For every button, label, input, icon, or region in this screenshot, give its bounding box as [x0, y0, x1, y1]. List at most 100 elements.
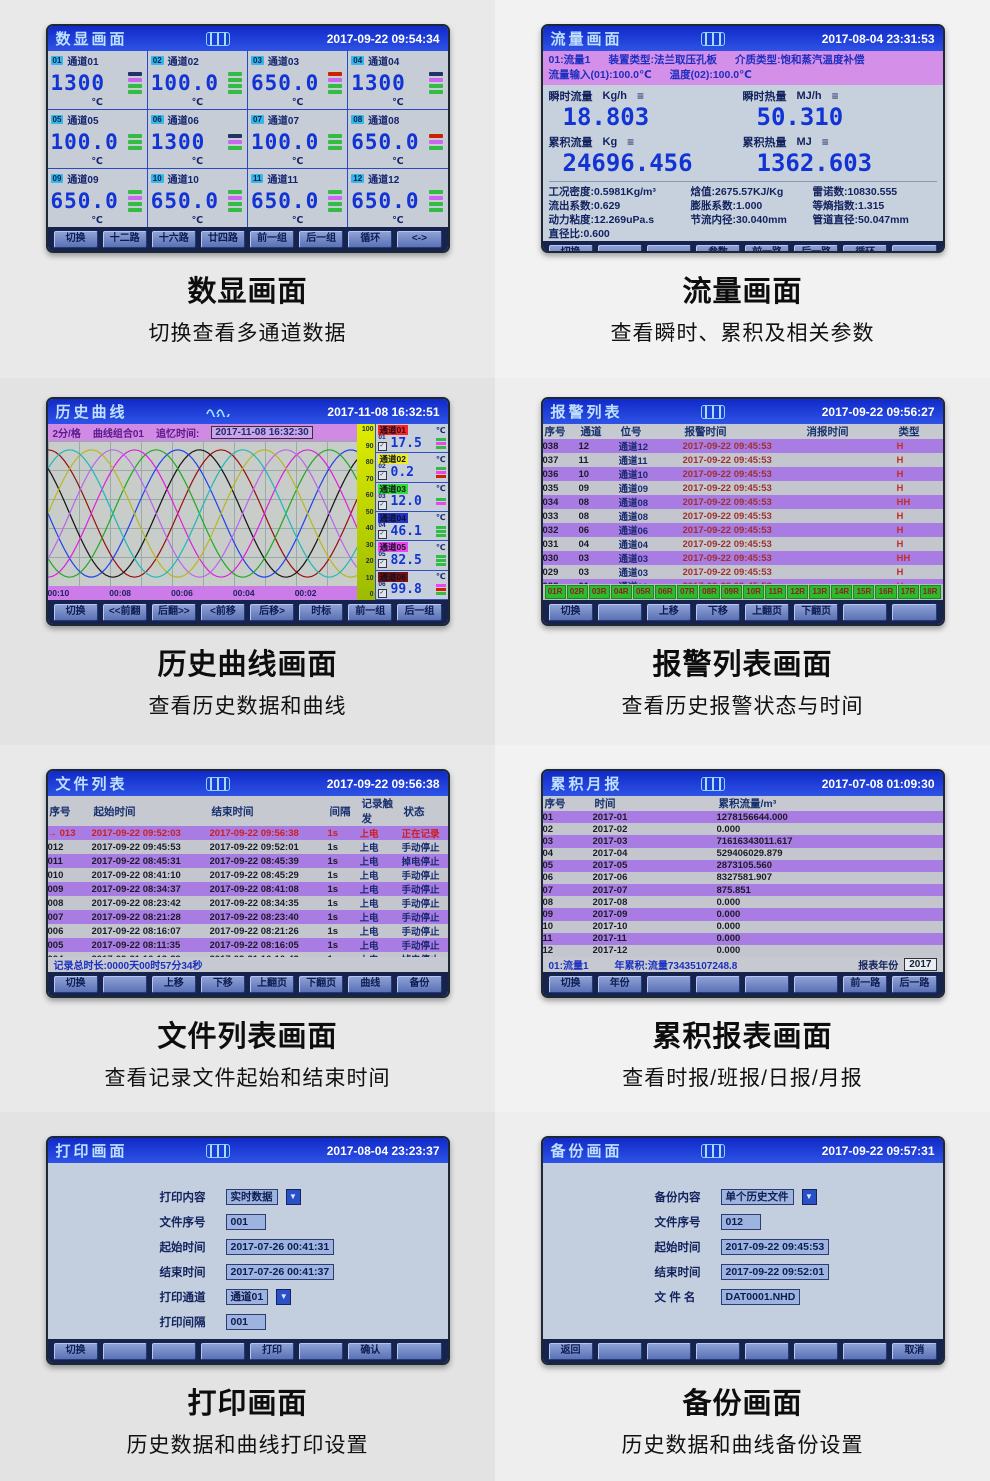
soft-key[interactable]: 下移 [695, 603, 740, 621]
channel-checkbox[interactable]: ✓ [377, 530, 387, 540]
soft-key[interactable] [794, 975, 839, 993]
soft-key[interactable] [646, 244, 691, 251]
recall-time-input[interactable]: 2017-11-08 16:32:30 [211, 426, 313, 439]
soft-key[interactable]: <-> [397, 230, 442, 248]
table-row[interactable]: 006 2017-09-22 08:16:07 2017-09-22 08:21… [47, 924, 448, 938]
soft-key[interactable]: 返回 [548, 1342, 593, 1360]
soft-key[interactable] [646, 975, 691, 993]
soft-key[interactable]: 后一组 [299, 230, 344, 248]
soft-key[interactable]: 前一路 [745, 244, 790, 251]
field-input[interactable]: 2017-09-22 09:45:53 [720, 1239, 830, 1255]
dropdown-arrow-icon[interactable]: ▼ [276, 1289, 292, 1305]
table-row[interactable]: 009 2017-09-22 08:34:37 2017-09-22 08:41… [47, 882, 448, 896]
soft-key[interactable]: 切换 [548, 244, 593, 251]
soft-key[interactable]: 年份 [597, 975, 642, 993]
soft-key[interactable] [745, 1342, 790, 1360]
soft-key[interactable] [794, 1342, 839, 1360]
soft-key[interactable] [299, 1342, 344, 1360]
soft-key[interactable]: 上移 [151, 975, 196, 993]
soft-key[interactable]: 切换 [53, 603, 98, 621]
soft-key[interactable] [695, 1342, 740, 1360]
soft-key[interactable] [597, 603, 642, 621]
field-input[interactable]: 单个历史文件 [720, 1189, 794, 1205]
soft-key[interactable]: <<前翻 [102, 603, 147, 621]
field-input[interactable]: 2017-07-26 00:41:31 [225, 1239, 335, 1255]
soft-key[interactable] [597, 1342, 642, 1360]
field-input[interactable]: 2017-07-26 00:41:37 [225, 1264, 335, 1280]
channel-checkbox[interactable]: ✓ [377, 442, 387, 452]
field-input[interactable]: 2017-09-22 09:52:01 [720, 1264, 830, 1280]
channel-checkbox[interactable]: ✓ [377, 559, 387, 569]
soft-key[interactable]: 上翻页 [250, 975, 295, 993]
soft-key[interactable]: 后一路 [892, 975, 937, 993]
soft-key[interactable]: 打印 [250, 1342, 295, 1360]
dropdown-arrow-icon[interactable]: ▼ [801, 1189, 817, 1205]
table-row: 10 2017-10 0.000 [542, 920, 943, 933]
field-input[interactable]: 通道01 [225, 1289, 269, 1305]
table-row[interactable]: → 013 2017-09-22 09:52:03 2017-09-22 09:… [47, 826, 448, 840]
table-row[interactable]: 010 2017-09-22 08:41:10 2017-09-22 08:45… [47, 868, 448, 882]
field-input[interactable]: 001 [225, 1214, 266, 1230]
table-row[interactable]: 011 2017-09-22 08:45:31 2017-09-22 08:45… [47, 854, 448, 868]
soft-key[interactable]: 参数 [695, 244, 740, 251]
soft-key[interactable]: 备份 [397, 975, 442, 993]
channel-checkbox[interactable]: ✓ [377, 471, 387, 481]
channel-checkbox[interactable]: ✓ [377, 588, 387, 598]
soft-key[interactable] [597, 244, 642, 251]
soft-key[interactable]: 切换 [548, 975, 593, 993]
soft-key[interactable]: 上翻页 [745, 603, 790, 621]
soft-key[interactable] [102, 975, 147, 993]
soft-key[interactable] [695, 975, 740, 993]
table-row[interactable]: 007 2017-09-22 08:21:28 2017-09-22 08:23… [47, 910, 448, 924]
month-seq: 09 [542, 908, 554, 920]
soft-key[interactable] [397, 1342, 442, 1360]
soft-key[interactable]: 确认 [348, 1342, 393, 1360]
soft-key[interactable] [843, 1342, 888, 1360]
soft-key[interactable] [200, 1342, 245, 1360]
report-year-input[interactable]: 2017 [904, 958, 937, 971]
soft-key[interactable] [102, 1342, 147, 1360]
soft-key[interactable] [151, 1342, 196, 1360]
soft-key[interactable]: 下翻页 [794, 603, 839, 621]
field-input[interactable]: 001 [225, 1314, 266, 1330]
soft-key[interactable]: 后一路 [794, 244, 839, 251]
soft-key[interactable]: 切换 [53, 975, 98, 993]
soft-key[interactable]: 取消 [892, 1342, 937, 1360]
soft-key[interactable]: 上移 [646, 603, 691, 621]
soft-key[interactable]: 循环 [348, 230, 393, 248]
soft-key[interactable]: 廿四路 [200, 230, 245, 248]
soft-key[interactable]: 时标 [299, 603, 344, 621]
soft-key[interactable]: 后翻>> [151, 603, 196, 621]
soft-key[interactable] [745, 975, 790, 993]
soft-key[interactable]: 切换 [548, 603, 593, 621]
table-row[interactable]: 012 2017-09-22 09:45:53 2017-09-22 09:52… [47, 840, 448, 854]
soft-key[interactable] [892, 244, 937, 251]
soft-key[interactable]: <前移 [200, 603, 245, 621]
soft-key[interactable]: 下移 [200, 975, 245, 993]
channel-checkbox[interactable]: ✓ [377, 500, 387, 510]
field-input[interactable]: DAT0001.NHD [720, 1289, 801, 1305]
soft-key[interactable]: 切换 [53, 230, 98, 248]
soft-key[interactable]: 前一路 [843, 975, 888, 993]
soft-key[interactable]: 循环 [843, 244, 888, 251]
field-input[interactable]: 实时数据 [225, 1189, 278, 1205]
soft-key[interactable]: 下翻页 [299, 975, 344, 993]
soft-key[interactable] [892, 603, 937, 621]
field-input[interactable]: 012 [720, 1214, 761, 1230]
dropdown-arrow-icon[interactable]: ▼ [285, 1189, 301, 1205]
soft-key[interactable]: 十二路 [102, 230, 147, 248]
file-status: 手动停止 [401, 843, 440, 854]
soft-key[interactable]: 后移> [250, 603, 295, 621]
table-row[interactable]: 008 2017-09-22 08:23:42 2017-09-22 08:34… [47, 896, 448, 910]
soft-key[interactable]: 后一组 [397, 603, 442, 621]
soft-key[interactable] [843, 603, 888, 621]
soft-key[interactable]: 前一组 [250, 230, 295, 248]
soft-key[interactable]: 切换 [53, 1342, 98, 1360]
soft-key[interactable]: 十六路 [151, 230, 196, 248]
soft-key[interactable] [646, 1342, 691, 1360]
curve-plot[interactable] [47, 441, 357, 586]
soft-key[interactable]: 曲线 [348, 975, 393, 993]
table-row[interactable]: 005 2017-09-22 08:11:35 2017-09-22 08:16… [47, 938, 448, 952]
table-row: 08 2017-08 0.000 [542, 896, 943, 909]
soft-key[interactable]: 前一组 [348, 603, 393, 621]
